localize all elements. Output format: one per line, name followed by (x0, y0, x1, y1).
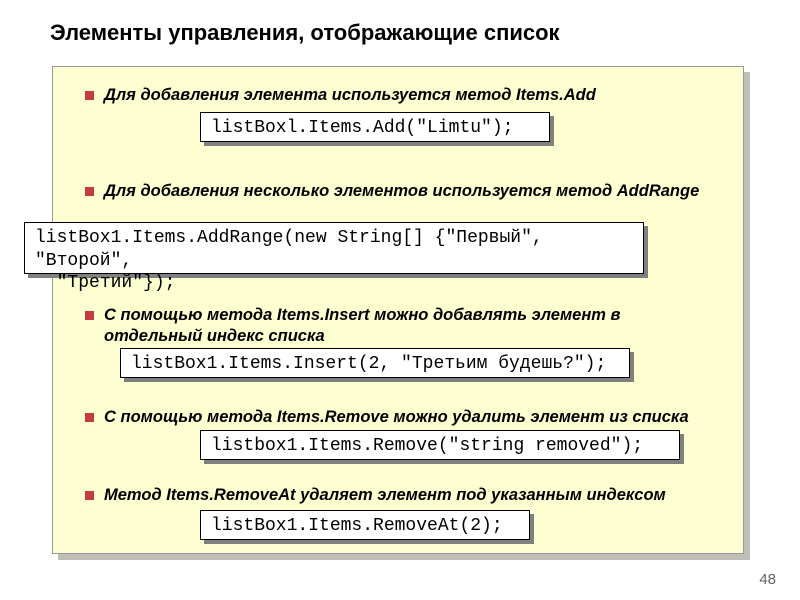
bullet-text: Для добавления элемента используется мет… (104, 85, 596, 106)
bullet-marker-icon (85, 491, 94, 500)
page-number: 48 (759, 571, 776, 588)
bullet-item: Для добавления элемента используется мет… (85, 85, 717, 106)
code-box: listBoxl.Items.Add("Limtu"); (200, 112, 550, 142)
code-box: listBox1.Items.Insert(2, "Третьим будешь… (120, 348, 630, 378)
bullet-marker-icon (85, 311, 94, 320)
code-box: listbox1.Items.Remove("string removed"); (200, 430, 680, 460)
bullet-item: С помощью метода Items.Insert можно доба… (85, 305, 717, 348)
bullet-item: Метод Items.RemoveAt удаляет элемент под… (85, 485, 717, 506)
code-box: listBox1.Items.AddRange(new String[] {"П… (24, 222, 644, 274)
bullet-marker-icon (85, 413, 94, 422)
bullet-marker-icon (85, 187, 94, 196)
slide-title: Элементы управления, отображающие список (50, 20, 560, 46)
bullet-text: Метод Items.RemoveAt удаляет элемент под… (104, 485, 666, 506)
bullet-text: Для добавления несколько элементов испол… (104, 181, 699, 202)
bullet-item: С помощью метода Items.Remove можно удал… (85, 407, 717, 428)
bullet-text: С помощью метода Items.Insert можно доба… (104, 305, 717, 348)
code-box: listBox1.Items.RemoveAt(2); (200, 510, 530, 540)
bullet-marker-icon (85, 91, 94, 100)
bullet-item: Для добавления несколько элементов испол… (85, 181, 717, 202)
bullet-text: С помощью метода Items.Remove можно удал… (104, 407, 689, 428)
